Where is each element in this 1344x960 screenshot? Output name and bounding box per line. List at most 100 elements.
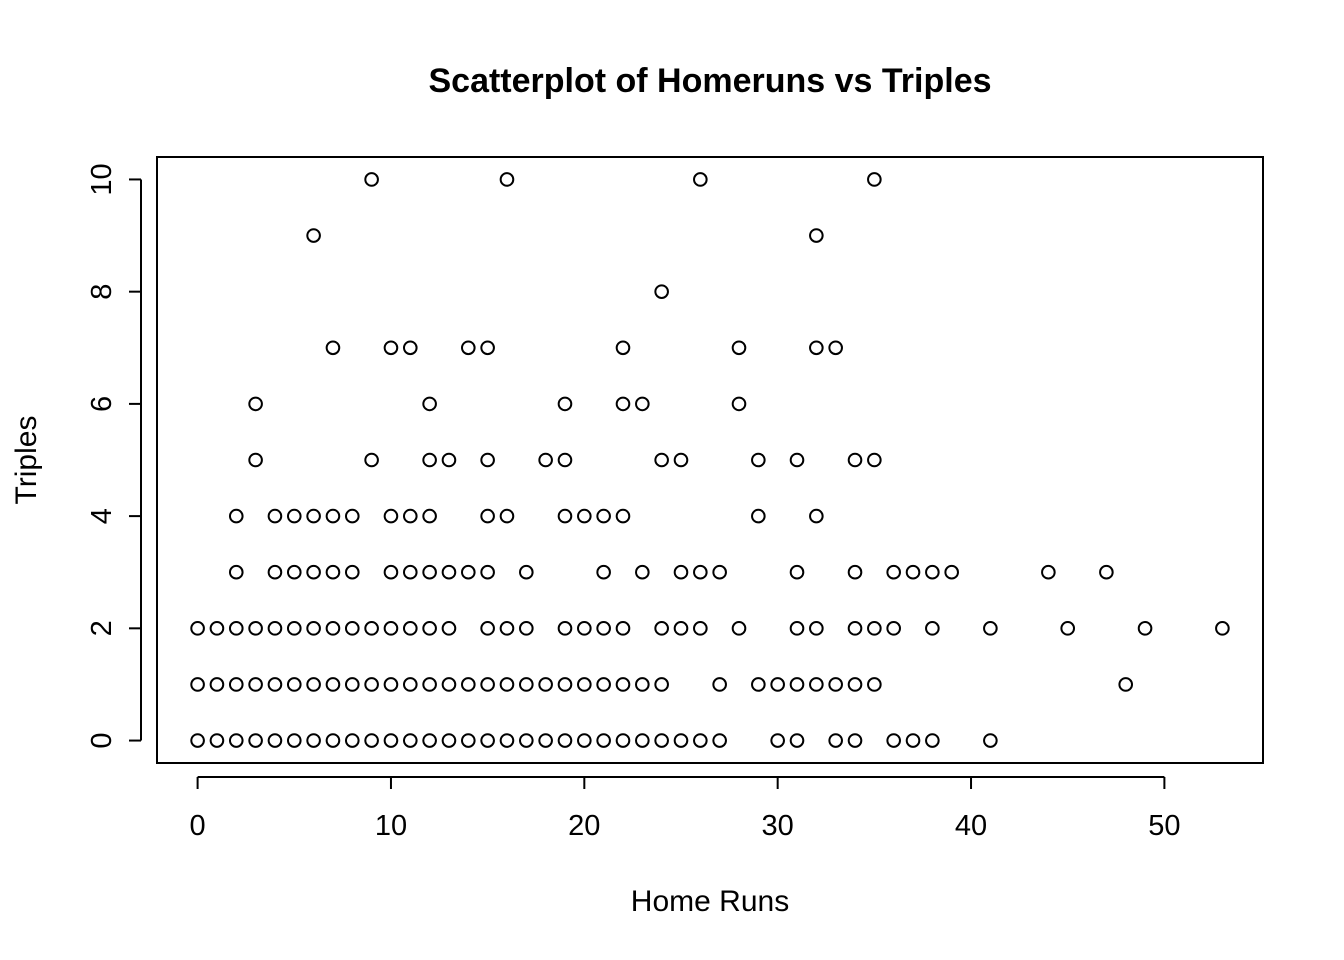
data-point — [596, 733, 611, 748]
data-point — [461, 733, 476, 748]
y-tick-label: 4 — [86, 508, 118, 524]
plot-frame — [156, 156, 1264, 764]
data-point — [422, 677, 437, 692]
data-point — [828, 340, 843, 356]
data-point — [557, 621, 573, 636]
data-point — [248, 621, 263, 636]
data-point — [228, 733, 244, 748]
data-point — [422, 564, 437, 580]
data-point — [770, 677, 785, 692]
data-point — [248, 396, 263, 412]
data-point — [499, 733, 515, 748]
data-point — [364, 677, 379, 692]
data-point — [519, 621, 534, 636]
data-point — [596, 508, 611, 524]
data-point — [383, 621, 399, 636]
data-point — [499, 621, 515, 636]
data-point — [751, 677, 766, 692]
data-point — [402, 508, 418, 524]
data-point — [325, 621, 341, 636]
data-point — [344, 508, 360, 524]
data-point — [557, 677, 573, 692]
data-point — [577, 621, 592, 636]
data-point — [344, 564, 360, 580]
data-point — [480, 733, 495, 748]
data-point — [886, 733, 901, 748]
data-point — [867, 172, 882, 187]
data-point — [267, 733, 283, 748]
data-point — [577, 733, 592, 748]
data-point — [519, 733, 534, 748]
data-point — [209, 733, 225, 748]
data-point — [248, 677, 263, 692]
data-point — [925, 564, 940, 580]
data-point — [441, 677, 457, 692]
data-point — [480, 508, 495, 524]
data-point — [422, 621, 437, 636]
data-point — [209, 677, 225, 692]
data-point — [538, 452, 553, 468]
data-point — [286, 677, 302, 692]
data-point — [383, 564, 399, 580]
y-tick-label: 8 — [86, 284, 118, 300]
data-point — [789, 621, 805, 636]
y-axis-label: Triples — [10, 416, 43, 505]
data-point — [306, 621, 321, 636]
data-point — [402, 340, 418, 356]
data-point — [538, 677, 553, 692]
data-point — [925, 733, 940, 748]
data-point — [499, 677, 515, 692]
data-point — [789, 677, 805, 692]
data-point — [267, 621, 283, 636]
data-point — [538, 733, 553, 748]
data-point — [267, 564, 283, 580]
data-point — [654, 284, 669, 299]
data-point — [693, 621, 708, 636]
data-point — [983, 621, 998, 636]
data-point — [925, 621, 940, 636]
data-point — [867, 621, 882, 636]
data-point — [228, 564, 244, 580]
data-point — [615, 733, 631, 748]
data-point — [731, 396, 747, 412]
data-point — [809, 508, 824, 524]
x-tick-label: 20 — [568, 810, 600, 842]
data-point — [847, 733, 863, 748]
x-axis-label: Home Runs — [631, 885, 789, 918]
data-point — [886, 621, 901, 636]
data-point — [809, 677, 824, 692]
data-point — [480, 677, 495, 692]
data-point — [267, 508, 283, 524]
data-point — [1060, 621, 1076, 636]
data-point — [228, 621, 244, 636]
data-point — [847, 452, 863, 468]
data-point — [1041, 564, 1056, 580]
data-point — [635, 677, 650, 692]
data-point — [789, 452, 805, 468]
data-point — [480, 621, 495, 636]
data-point — [364, 733, 379, 748]
data-point — [402, 621, 418, 636]
data-point — [461, 564, 476, 580]
data-point — [364, 172, 379, 187]
data-point — [789, 733, 805, 748]
data-point — [1215, 621, 1230, 636]
y-tick-label: 2 — [86, 620, 118, 636]
data-point — [673, 564, 689, 580]
data-point — [712, 733, 727, 748]
data-point — [905, 564, 921, 580]
data-point — [306, 228, 321, 243]
data-point — [383, 733, 399, 748]
data-point — [712, 677, 727, 692]
data-point — [635, 396, 650, 412]
data-point — [557, 452, 573, 468]
data-point — [673, 621, 689, 636]
data-point — [847, 621, 863, 636]
data-point — [267, 677, 283, 692]
data-point — [286, 733, 302, 748]
data-points — [190, 172, 1230, 748]
data-point — [441, 621, 457, 636]
data-point — [190, 733, 205, 748]
data-point — [731, 621, 747, 636]
